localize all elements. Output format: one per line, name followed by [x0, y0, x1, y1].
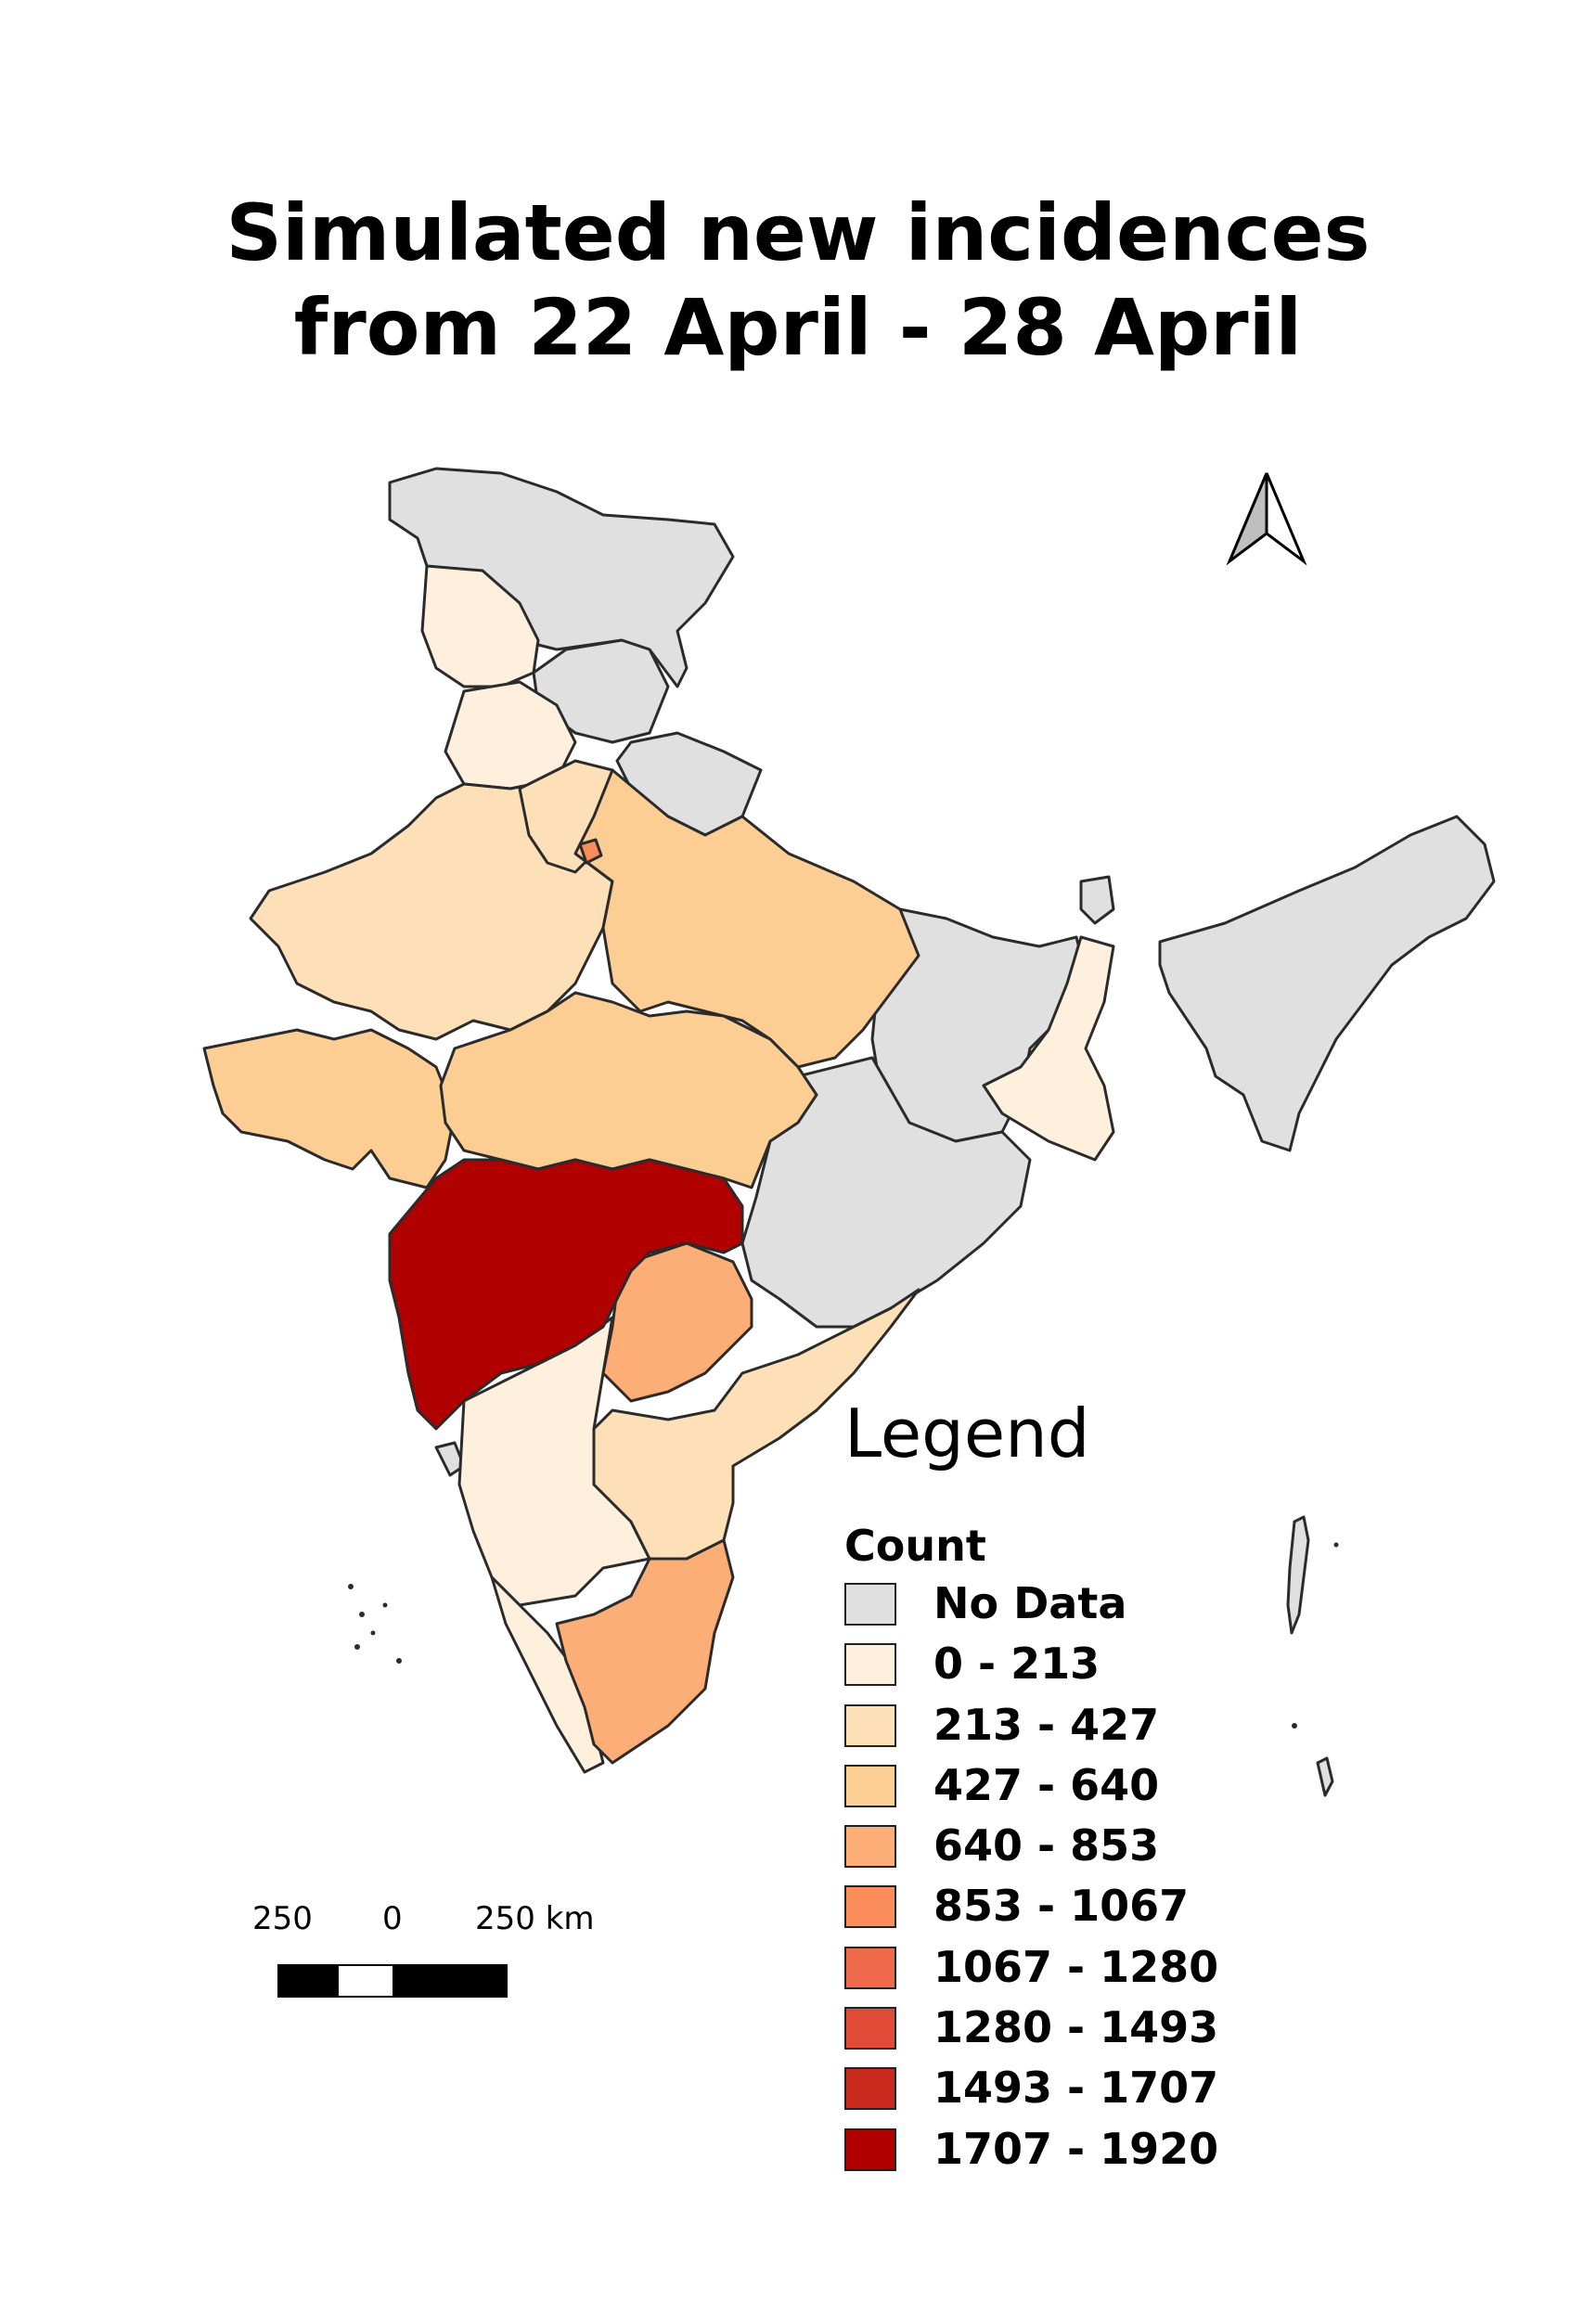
legend-swatch	[844, 1825, 896, 1869]
legend-swatch	[844, 1703, 896, 1747]
north-arrow-icon	[1226, 472, 1307, 566]
legend-label: 1493 - 1707	[933, 2063, 1219, 2114]
scale-label-mid: 0	[382, 1900, 403, 1937]
lakshadweep-islands	[348, 1542, 1339, 1729]
region-andhra-pradesh	[592, 1288, 920, 1561]
scale-label-right: 250 km	[475, 1900, 595, 1937]
scale-label-left: 250	[252, 1900, 313, 1937]
legend-swatch	[844, 2127, 896, 2171]
legend-label: 213 - 427	[933, 1699, 1160, 1750]
legend-label: 1707 - 1920	[933, 2123, 1219, 2174]
legend-label: No Data	[933, 1578, 1127, 1628]
region-rajasthan	[249, 778, 614, 1041]
region-telangana	[601, 1241, 753, 1403]
map-title: Simulated new incidences from 22 April -…	[0, 186, 1596, 375]
region-northeast	[1158, 815, 1496, 1152]
region-andaman-islands	[1286, 1515, 1310, 1635]
map-title-line-2: from 22 April - 28 April	[293, 282, 1303, 373]
legend-label: 0 - 213	[933, 1639, 1100, 1690]
legend-title: Legend	[844, 1395, 1090, 1472]
legend-swatch	[844, 1946, 896, 1989]
region-himachal	[532, 638, 670, 744]
region-maharashtra	[388, 1158, 744, 1431]
region-tamil-nadu	[555, 1538, 735, 1765]
legend-swatch	[844, 1764, 896, 1807]
region-gujarat	[202, 1028, 457, 1189]
region-delhi	[578, 838, 603, 865]
legend-swatch	[844, 2067, 896, 2111]
legend-label: 1067 - 1280	[933, 1941, 1219, 1992]
legend-label: 640 - 853	[933, 1820, 1160, 1871]
legend-label: 853 - 1067	[933, 1881, 1190, 1932]
legend-swatch	[844, 2007, 896, 2050]
legend-label: 427 - 640	[933, 1759, 1160, 1810]
legend-swatch	[844, 1643, 896, 1687]
map-title-line-1: Simulated new incidences	[225, 187, 1371, 278]
scale-bar	[277, 1964, 508, 1998]
region-punjab-upper	[420, 564, 540, 688]
region-kerala	[490, 1575, 605, 1774]
region-sikkim	[1079, 875, 1115, 925]
region-west-bengal	[982, 935, 1115, 1162]
legend-swatch	[844, 1583, 896, 1626]
legend-swatch	[844, 1885, 896, 1929]
legend-label: 1280 - 1493	[933, 2002, 1219, 2053]
legend-subtitle: Count	[844, 1521, 986, 1571]
region-nicobar-islands	[1316, 1756, 1334, 1797]
